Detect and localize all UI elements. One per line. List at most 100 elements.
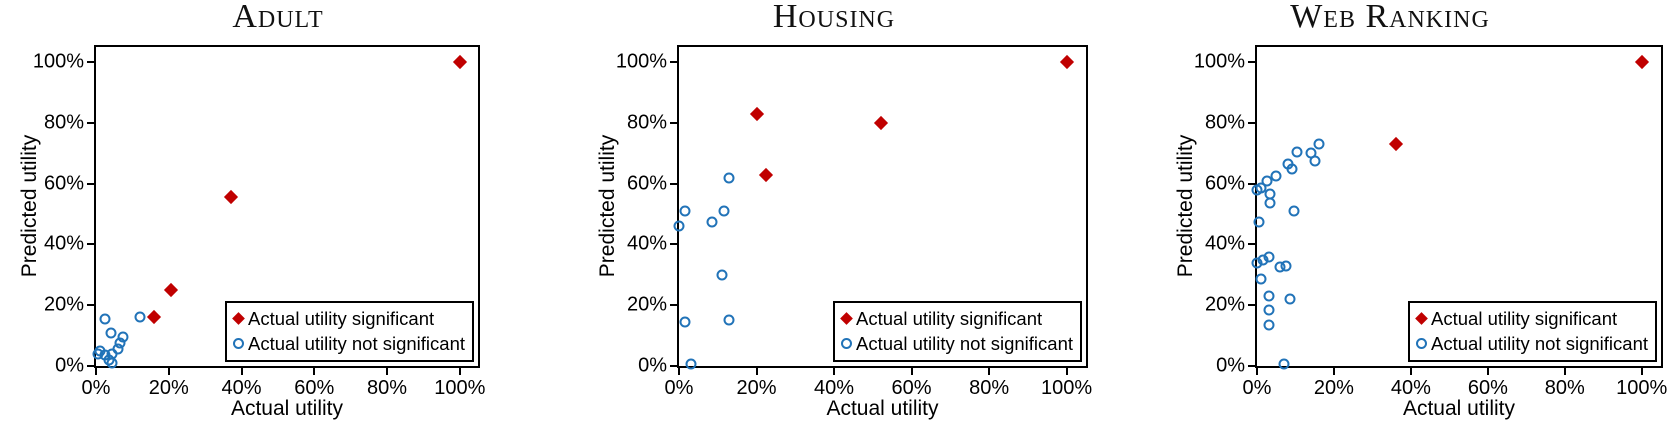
- y-tick: [87, 121, 94, 124]
- x-tick-label: 80%: [367, 377, 408, 399]
- data-point-not-significant: [679, 316, 691, 328]
- y-tick-label: 0%: [55, 354, 84, 377]
- x-tick: [1065, 368, 1068, 375]
- y-tick-label: 60%: [43, 172, 84, 195]
- legend-row-not-significant: Actual utility not significant: [1415, 331, 1648, 356]
- y-tick-label: 60%: [626, 172, 667, 195]
- y-tick: [87, 365, 94, 367]
- y-tick-label: 80%: [626, 111, 667, 134]
- chart-panel-web-ranking: Web Ranking Predicted utility Actual uti…: [1112, 0, 1668, 427]
- data-point-not-significant: [1286, 163, 1298, 175]
- data-point-not-significant: [1263, 319, 1275, 331]
- y-tick: [670, 121, 677, 124]
- data-point-not-significant: [1278, 358, 1290, 370]
- y-tick-label: 80%: [43, 111, 84, 134]
- data-point-not-significant: [1253, 216, 1265, 228]
- data-point-not-significant: [723, 314, 735, 326]
- y-tick: [87, 61, 94, 64]
- y-tick-label: 20%: [1204, 293, 1245, 316]
- x-tick: [833, 368, 836, 375]
- significant-diamond-icon: [1415, 312, 1428, 325]
- x-tick-label: 100%: [434, 377, 486, 399]
- x-tick: [95, 368, 97, 375]
- y-tick: [87, 304, 94, 307]
- y-axis-label: Predicted utility: [596, 134, 619, 278]
- data-point-not-significant: [673, 220, 685, 232]
- data-point-not-significant: [723, 172, 735, 184]
- y-tick: [87, 243, 94, 246]
- chart-panel-housing: Housing Predicted utility Actual utility…: [556, 0, 1112, 427]
- x-tick: [313, 368, 316, 375]
- data-point-significant: [873, 115, 888, 131]
- data-point-significant: [1634, 55, 1649, 70]
- y-tick-label: 60%: [1204, 172, 1245, 195]
- y-tick: [670, 182, 677, 185]
- chart-title: Housing: [772, 0, 896, 35]
- x-tick: [1563, 368, 1566, 375]
- x-tick-label: 40%: [1390, 377, 1431, 399]
- x-tick-label: 40%: [221, 377, 262, 399]
- y-tick: [670, 304, 677, 307]
- data-point-significant: [1388, 137, 1403, 152]
- y-tick: [87, 182, 94, 185]
- legend: Actual utility significant Actual utilit…: [1408, 301, 1657, 362]
- data-point-significant: [1059, 55, 1074, 70]
- data-point-not-significant: [1291, 146, 1303, 158]
- legend-label-significant: Actual utility significant: [248, 308, 435, 329]
- data-point-not-significant: [106, 357, 118, 369]
- chart-title: Adult: [232, 0, 324, 35]
- data-point-not-significant: [718, 205, 730, 217]
- legend: Actual utility significant Actual utilit…: [225, 301, 474, 362]
- data-point-significant: [147, 310, 162, 325]
- legend-label-significant: Actual utility significant: [1431, 308, 1618, 329]
- x-tick: [755, 368, 758, 375]
- x-tick-label: 40%: [814, 377, 855, 399]
- data-point-not-significant: [1264, 197, 1276, 209]
- plot-area: Actual utility significant Actual utilit…: [1194, 45, 1667, 399]
- legend-label-not-significant: Actual utility not significant: [1431, 333, 1648, 354]
- chart-title: Web Ranking: [1290, 0, 1490, 35]
- y-tick-label: 100%: [615, 50, 667, 73]
- x-tick: [1486, 368, 1489, 375]
- data-point-not-significant: [1270, 170, 1282, 182]
- y-tick-label: 80%: [1204, 111, 1245, 134]
- x-tick: [1256, 368, 1258, 375]
- data-point-not-significant: [105, 327, 117, 339]
- y-tick-label: 40%: [43, 232, 84, 255]
- data-point-significant: [223, 190, 238, 205]
- legend: Actual utility significant Actual utilit…: [833, 301, 1082, 362]
- x-tick-label: 20%: [736, 377, 777, 399]
- data-point-not-significant: [99, 313, 111, 325]
- x-tick-label: 80%: [1544, 377, 1585, 399]
- x-tick-label: 0%: [81, 377, 111, 399]
- y-tick: [1248, 121, 1255, 124]
- x-tick: [1332, 368, 1335, 375]
- y-axis-label: Predicted utility: [18, 134, 41, 278]
- data-point-not-significant: [1255, 273, 1267, 285]
- x-tick: [240, 368, 243, 375]
- data-point-not-significant: [1309, 155, 1321, 167]
- x-tick: [1640, 368, 1643, 375]
- data-point-significant: [749, 106, 764, 121]
- data-point-significant: [759, 167, 774, 182]
- y-tick-label: 40%: [626, 232, 667, 255]
- x-tick-label: 60%: [294, 377, 335, 399]
- data-point-not-significant: [1263, 290, 1275, 302]
- not-significant-circle-icon: [233, 338, 245, 349]
- x-tick: [458, 368, 461, 375]
- y-tick: [1248, 182, 1255, 185]
- y-tick-label: 0%: [1216, 354, 1245, 377]
- x-tick-label: 20%: [1313, 377, 1354, 399]
- data-point-not-significant: [1288, 205, 1300, 217]
- data-point-not-significant: [716, 269, 728, 281]
- x-tick-label: 60%: [891, 377, 932, 399]
- y-tick: [670, 61, 677, 64]
- data-point-not-significant: [706, 216, 718, 228]
- data-point-not-significant: [679, 205, 691, 217]
- x-tick-label: 80%: [969, 377, 1010, 399]
- data-point-not-significant: [1284, 293, 1296, 305]
- data-point-not-significant: [1263, 304, 1275, 316]
- significant-diamond-icon: [232, 312, 245, 325]
- x-axis-label: Actual utility: [230, 397, 344, 420]
